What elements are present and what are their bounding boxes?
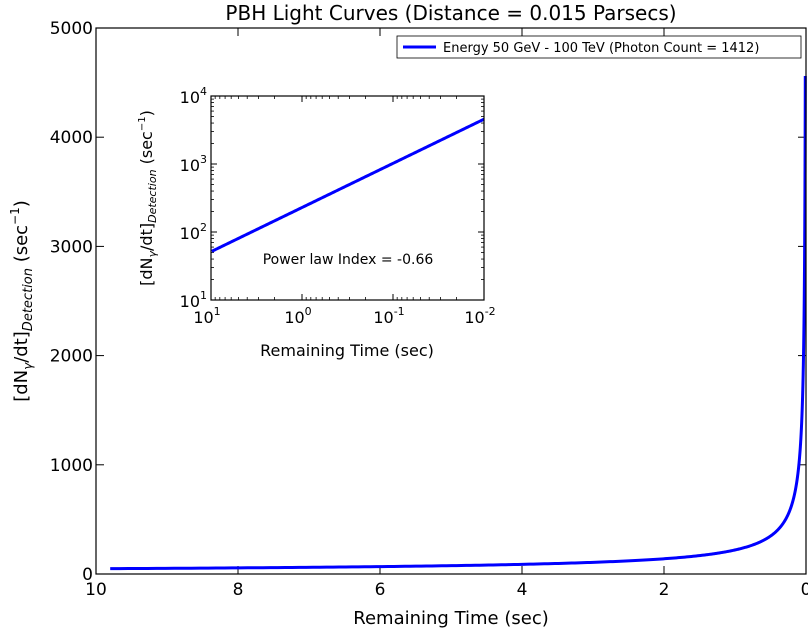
- legend-box: [396, 35, 802, 59]
- inset-x-tick-exponent: -2: [485, 305, 496, 318]
- main-x-axis-label: Remaining Time (sec): [353, 608, 548, 629]
- legend: Energy 50 GeV - 100 TeV (Photon Count = …: [396, 35, 802, 59]
- inset-y-tick-exponent: 4: [200, 85, 207, 98]
- main-y-tick-label: 3000: [50, 237, 93, 257]
- main-y-tick-label: 2000: [50, 347, 93, 367]
- main-y-tick-label: 5000: [50, 19, 93, 39]
- main-x-tick-label: 10: [85, 580, 107, 600]
- inset-x-tick-label: 101: [193, 305, 220, 327]
- inset-x-tick-base: 10: [193, 308, 213, 327]
- inset-y-label-mid: /dt]: [137, 223, 156, 251]
- main-x-tick-label: 2: [659, 580, 670, 600]
- main-y-label-sub-gamma: γ: [21, 362, 35, 370]
- inset-y-tick-label: 103: [180, 153, 207, 175]
- inset-x-tick-base: 10: [464, 308, 484, 327]
- main-chart: PBH Light Curves (Distance = 0.015 Parse…: [8, 1, 808, 629]
- main-y-axis-label: [dNγ/dt]Detection (sec−1): [8, 200, 36, 402]
- inset-y-label-sup: −1: [137, 116, 148, 131]
- main-y-tick-label: 0: [82, 565, 93, 585]
- inset-x-tick-label: 10-2: [464, 305, 495, 327]
- main-y-label-mid: /dt]: [11, 331, 32, 363]
- inset-plot-frame: [210, 95, 485, 301]
- inset-x-tick-base: 10: [284, 308, 304, 327]
- inset-x-tick-exponent: 0: [305, 305, 312, 318]
- inset-y-tick-base: 10: [180, 224, 200, 243]
- main-x-tick-label: 8: [233, 580, 244, 600]
- inset-y-label-close: ): [137, 110, 156, 116]
- inset-y-tick-label: 102: [180, 221, 207, 243]
- inset-y-tick-base: 10: [180, 156, 200, 175]
- inset-y-tick-label: 101: [180, 289, 207, 311]
- inset-x-tick-label: 10-1: [373, 305, 404, 327]
- inset-y-tick-base: 10: [180, 292, 200, 311]
- inset-x-tick-exponent: 1: [214, 305, 221, 318]
- main-y-label-sub-detection: Detection: [21, 268, 36, 331]
- inset-y-tick-exponent: 3: [200, 153, 207, 166]
- inset-y-label-main: [dN: [137, 257, 156, 285]
- inset-y-label-sub-gamma: γ: [146, 250, 159, 257]
- inset-annotation: Power law Index = -0.66: [263, 252, 434, 268]
- main-series-line: [110, 76, 807, 571]
- main-x-tick-label: 0: [801, 580, 808, 600]
- main-x-tick-label: 4: [517, 580, 528, 600]
- main-y-label-unit: (sec: [11, 225, 32, 268]
- inset-y-label-unit: (sec: [137, 131, 156, 169]
- inset-y-tick-label: 104: [180, 85, 207, 107]
- main-y-label-main: [dN: [11, 370, 32, 402]
- inset-y-axis-label: [dNγ/dt]Detection (sec−1): [137, 110, 159, 286]
- main-y-label-sup: −1: [8, 207, 22, 225]
- main-y-tick-label: 4000: [50, 128, 93, 148]
- main-x-tick-label: 6: [375, 580, 386, 600]
- inset-y-label-sub-detection: Detection: [146, 169, 159, 222]
- main-y-tick-label: 1000: [50, 456, 93, 476]
- inset-x-tick-label: 100: [284, 305, 311, 327]
- inset-y-tick-base: 10: [180, 88, 200, 107]
- inset-x-axis-label: Remaining Time (sec): [260, 341, 434, 360]
- main-plot-frame: [95, 27, 807, 575]
- inset-x-tick-base: 10: [373, 308, 393, 327]
- legend-entry: Energy 50 GeV - 100 TeV (Photon Count = …: [443, 41, 759, 56]
- inset-series-line: [211, 117, 485, 253]
- inset-y-tick-exponent: 2: [200, 221, 207, 234]
- inset-x-tick-exponent: -1: [394, 305, 405, 318]
- main-chart-title: PBH Light Curves (Distance = 0.015 Parse…: [225, 1, 676, 25]
- inset-plot-background: [211, 96, 484, 300]
- main-y-label-close: ): [11, 200, 32, 207]
- inset-y-tick-exponent: 1: [200, 289, 207, 302]
